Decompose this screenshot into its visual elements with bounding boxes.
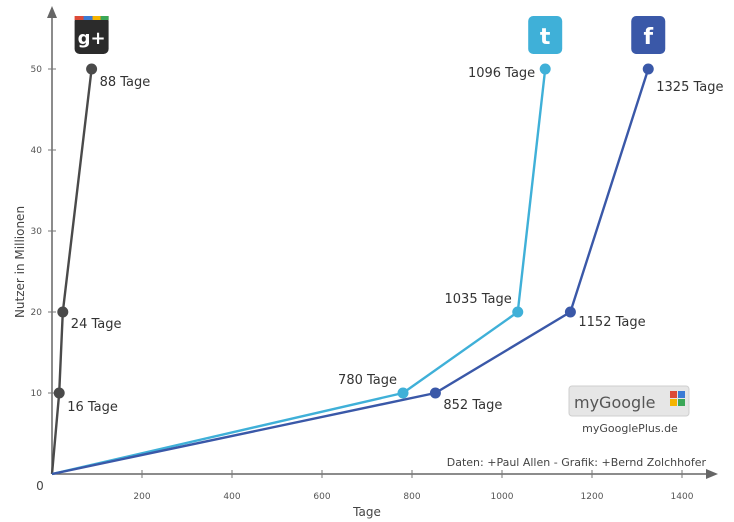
data-point-twitter: [512, 306, 524, 318]
data-label-facebook: 1325 Tage: [656, 80, 723, 95]
facebook-icon: f: [631, 16, 666, 54]
y-axis-label: Nutzer in Millionen: [13, 206, 27, 318]
x-tick-label: 200: [133, 492, 150, 502]
ticks: 0 200 400 600 800 1000 1200 1400 10 20 30 40 50: [31, 65, 694, 502]
mygoogle-logo-text: myGoogle: [574, 393, 655, 412]
x-axis-label: Tage: [352, 505, 381, 519]
icons-layer: g+ t f: [74, 16, 666, 54]
data-label-facebook: 1152 Tage: [578, 315, 645, 330]
x-tick-label: 1400: [671, 492, 694, 502]
series-line-google-: [50, 68, 93, 475]
twitter-icon-bg: [528, 16, 563, 54]
data-label-twitter: 1096 Tage: [468, 66, 535, 81]
data-point-facebook: [564, 306, 576, 318]
facebook-icon-bg: [631, 16, 666, 54]
y-tick-label: 30: [31, 227, 43, 237]
mygoogle-logo: myGoogle myGooglePlus.de: [568, 385, 690, 435]
x-axis: [52, 469, 718, 479]
data-label-facebook: 852 Tage: [443, 398, 502, 413]
google-plus-icon: g+: [74, 16, 109, 54]
data-point-google-: [57, 306, 69, 318]
x-tick-label: 0: [36, 479, 44, 493]
data-point-google-: [86, 63, 98, 75]
data-label-twitter: 1035 Tage: [445, 292, 512, 307]
data-point-twitter: [539, 63, 551, 75]
google-plus-icon-stripe: [83, 16, 93, 20]
series-layer: [50, 63, 654, 476]
data-point-facebook: [642, 63, 654, 75]
data-label-google-: 16 Tage: [67, 400, 118, 415]
labels-layer: 16 Tage 24 Tage 88 Tage 780 Tage 1035 Tage 10…: [67, 66, 723, 415]
twitter-icon: t: [528, 16, 563, 54]
x-tick-label: 400: [223, 492, 240, 502]
google-plus-icon-stripe: [92, 16, 101, 20]
data-point-google-: [53, 387, 65, 399]
twitter-icon-glyph: t: [540, 25, 551, 50]
series-line-facebook: [51, 68, 650, 476]
y-tick-label: 20: [31, 308, 43, 318]
y-tick-label: 10: [31, 389, 43, 399]
data-point-facebook: [429, 387, 441, 399]
facebook-icon-glyph: f: [643, 25, 653, 50]
x-tick-label: 1200: [581, 492, 604, 502]
mygoogle-logo-tiles-icon: [670, 391, 685, 406]
mygoogle-logo-url: myGooglePlus.de: [582, 422, 678, 435]
data-label-twitter: 780 Tage: [338, 373, 397, 388]
series-line-twitter: [51, 68, 547, 476]
data-point-twitter: [397, 387, 409, 399]
data-label-google-: 24 Tage: [71, 317, 122, 332]
google-plus-icon-stripe: [100, 16, 109, 20]
y-axis: [47, 6, 57, 474]
x-tick-label: 800: [403, 492, 420, 502]
y-tick-label: 50: [31, 65, 43, 75]
x-tick-label: 600: [313, 492, 330, 502]
data-label-google-: 88 Tage: [100, 75, 151, 90]
x-tick-label: 1000: [491, 492, 514, 502]
google-plus-icon-bg: [74, 16, 109, 54]
google-plus-icon-glyph: g+: [78, 28, 106, 49]
y-tick-label: 40: [31, 146, 43, 156]
credit-text: Daten: +Paul Allen - Grafik: +Bernd Zolc…: [447, 456, 707, 469]
